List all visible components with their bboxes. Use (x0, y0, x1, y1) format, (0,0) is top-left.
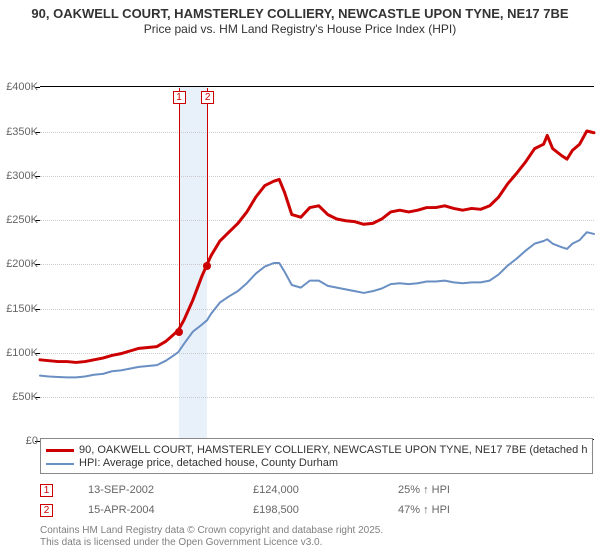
chart-title: 90, OAKWELL COURT, HAMSTERLEY COLLIERY, … (0, 0, 600, 22)
legend-label: HPI: Average price, detached house, Coun… (79, 457, 338, 470)
sales-table: 113-SEP-2002£124,00025% ↑ HPI215-APR-200… (40, 480, 518, 520)
series-price-line (40, 87, 594, 439)
legend-item: HPI: Average price, detached house, Coun… (46, 457, 587, 470)
y-tick-label: £400K (6, 81, 40, 93)
sale-marker-dot (203, 262, 211, 270)
sale-marker-label: 2 (201, 91, 214, 104)
sales-row-marker: 1 (40, 484, 53, 497)
sales-row-pct: 47% ↑ HPI (363, 504, 518, 516)
sales-table-row: 215-APR-2004£198,50047% ↑ HPI (40, 500, 518, 520)
legend-swatch (46, 463, 74, 465)
y-tick-label: £100K (6, 347, 40, 359)
credit-text: Contains HM Land Registry data © Crown c… (40, 525, 383, 549)
sales-row-pct: 25% ↑ HPI (363, 484, 518, 496)
sales-row-date: 13-SEP-2002 (53, 484, 218, 496)
y-tick-label: £350K (6, 126, 40, 138)
y-tick-label: £200K (6, 258, 40, 270)
sale-marker-stem (207, 88, 208, 265)
sales-row-price: £124,000 (218, 484, 363, 496)
y-tick-label: £150K (6, 303, 40, 315)
y-tick-label: £0 (26, 435, 40, 447)
legend: 90, OAKWELL COURT, HAMSTERLEY COLLIERY, … (40, 438, 593, 474)
sales-row-price: £198,500 (218, 504, 363, 516)
legend-item: 90, OAKWELL COURT, HAMSTERLEY COLLIERY, … (46, 444, 587, 457)
sale-marker-dot (175, 328, 183, 336)
credit-line-1: Contains HM Land Registry data © Crown c… (40, 525, 383, 536)
sales-table-row: 113-SEP-2002£124,00025% ↑ HPI (40, 480, 518, 500)
sales-row-date: 15-APR-2004 (53, 504, 218, 516)
y-tick-label: £50K (12, 391, 40, 403)
chart-subtitle: Price paid vs. HM Land Registry's House … (0, 22, 600, 40)
legend-swatch (46, 449, 74, 452)
sale-marker-label: 1 (173, 91, 186, 104)
credit-line-2: This data is licensed under the Open Gov… (40, 537, 322, 548)
legend-label: 90, OAKWELL COURT, HAMSTERLEY COLLIERY, … (79, 444, 587, 457)
chart-plot-area: £0£50K£100K£150K£200K£250K£300K£350K£400… (40, 86, 594, 440)
y-tick-label: £300K (6, 170, 40, 182)
sales-row-marker: 2 (40, 504, 53, 517)
y-tick-label: £250K (6, 214, 40, 226)
sale-marker-stem (179, 88, 180, 331)
chart-container: 90, OAKWELL COURT, HAMSTERLEY COLLIERY, … (0, 0, 600, 560)
